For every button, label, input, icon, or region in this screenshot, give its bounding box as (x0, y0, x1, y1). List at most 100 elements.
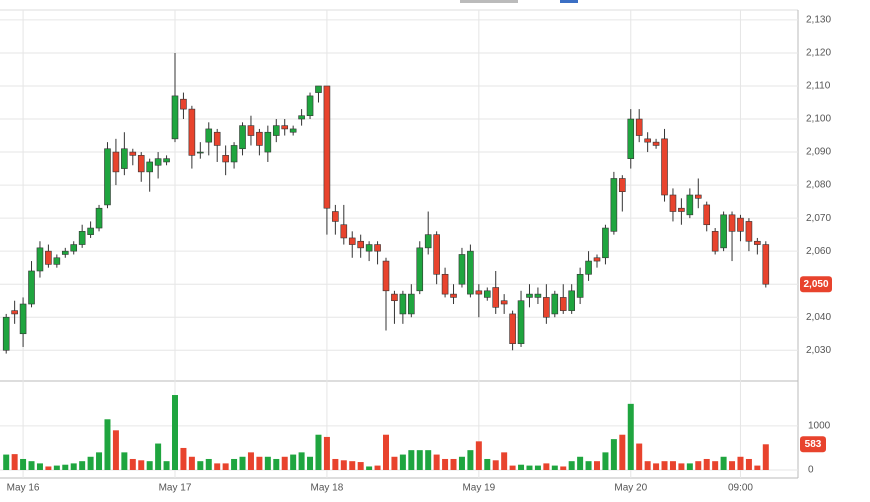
last-volume-badge (800, 436, 826, 453)
volume-bar (636, 443, 643, 470)
candle-body (652, 141, 660, 146)
volume-bar (754, 465, 761, 470)
volume-bar (745, 458, 752, 470)
volume-bar (442, 458, 449, 470)
candle-body (281, 125, 289, 130)
volume-bar (653, 463, 660, 470)
volume-bar (188, 456, 195, 470)
volume-bar (315, 434, 322, 470)
candle-body (365, 244, 373, 252)
candle-body (171, 95, 179, 140)
volume-bar (543, 463, 550, 470)
volume-bar (594, 461, 600, 470)
candle-body (551, 293, 559, 315)
volume-bar (172, 395, 178, 470)
volume-bar (197, 461, 204, 470)
y-tick-label: 2,110 (806, 81, 831, 92)
volume-bar (121, 452, 128, 470)
volume-bar (11, 454, 18, 470)
candle-body (163, 158, 170, 163)
volume-bar (323, 436, 330, 470)
x-tick-label: May 17 (159, 483, 192, 494)
volume-bar (70, 463, 77, 470)
volume-bar (36, 463, 43, 470)
candle-body (104, 148, 111, 206)
y-tick-label: 2,130 (806, 15, 831, 26)
volume-bar (96, 452, 103, 470)
volume-bar (112, 430, 119, 470)
volume-bar (383, 434, 389, 470)
volume-bar (450, 458, 457, 470)
candle-body (348, 237, 356, 245)
candle-body (19, 303, 27, 335)
volume-bar (568, 461, 575, 470)
volume-bar (281, 456, 288, 470)
y-tick-label: 2,070 (806, 213, 831, 224)
candle-body (728, 214, 736, 232)
volume-bar (433, 454, 440, 470)
volume-bar (678, 463, 685, 470)
candle-body (213, 131, 221, 146)
candle-body (95, 207, 103, 229)
volume-bar (247, 452, 254, 470)
volume-bar (340, 460, 347, 470)
candle-body (197, 151, 204, 154)
candle-body (678, 207, 685, 212)
candle-body (686, 194, 694, 216)
y-tick-label: 2,120 (806, 48, 831, 59)
candle-body (70, 244, 78, 252)
candle-body (36, 247, 44, 272)
y-tick-label: 2,100 (806, 114, 831, 125)
volume-bar (467, 450, 474, 470)
candle-body (559, 297, 567, 311)
candle-body (500, 300, 508, 305)
toolbar-fragment (460, 0, 518, 3)
volume-bar (231, 458, 238, 470)
candle-body (230, 145, 238, 163)
candle-body (458, 254, 466, 285)
candle-body (661, 138, 668, 196)
candle-body (467, 250, 474, 295)
volume-bar (610, 439, 617, 470)
candle-body (703, 204, 711, 226)
candle-body (247, 125, 255, 136)
volume-bar (273, 458, 280, 470)
volume-bar (492, 460, 499, 470)
volume-bar (551, 465, 558, 470)
candle-body (635, 118, 643, 136)
volume-bar (62, 464, 69, 470)
candle-body (53, 257, 61, 265)
candle-body (45, 250, 52, 265)
last-price-label: 2,050 (803, 279, 828, 290)
x-tick-label: May 18 (311, 483, 344, 494)
candle-body (61, 250, 69, 255)
candle-body (627, 118, 635, 159)
candle-body (391, 293, 398, 302)
volume-bar (416, 450, 423, 470)
volume-bar (518, 464, 525, 470)
volume-bar (239, 456, 246, 470)
candle-body (543, 297, 550, 318)
volume-bar (669, 461, 676, 470)
candle-body (745, 221, 753, 242)
volume-bar (256, 456, 263, 470)
candle-body (610, 178, 618, 232)
volume-bar (720, 456, 727, 470)
candle-body (121, 148, 128, 169)
y-tick-label: 2,090 (806, 147, 831, 158)
volume-bar (205, 458, 212, 470)
candle-body (585, 260, 592, 275)
candle-body (737, 217, 744, 232)
candle-body (694, 194, 702, 199)
candle-body (298, 115, 305, 120)
volume-bar (526, 465, 533, 470)
volume-bar (619, 434, 626, 470)
volume-bar (712, 461, 719, 470)
candle-body (526, 293, 533, 298)
candle-body (315, 85, 322, 93)
candle-body (644, 138, 651, 143)
candle-body (306, 95, 314, 117)
candle-body (146, 161, 153, 173)
volume-bar (408, 450, 415, 470)
